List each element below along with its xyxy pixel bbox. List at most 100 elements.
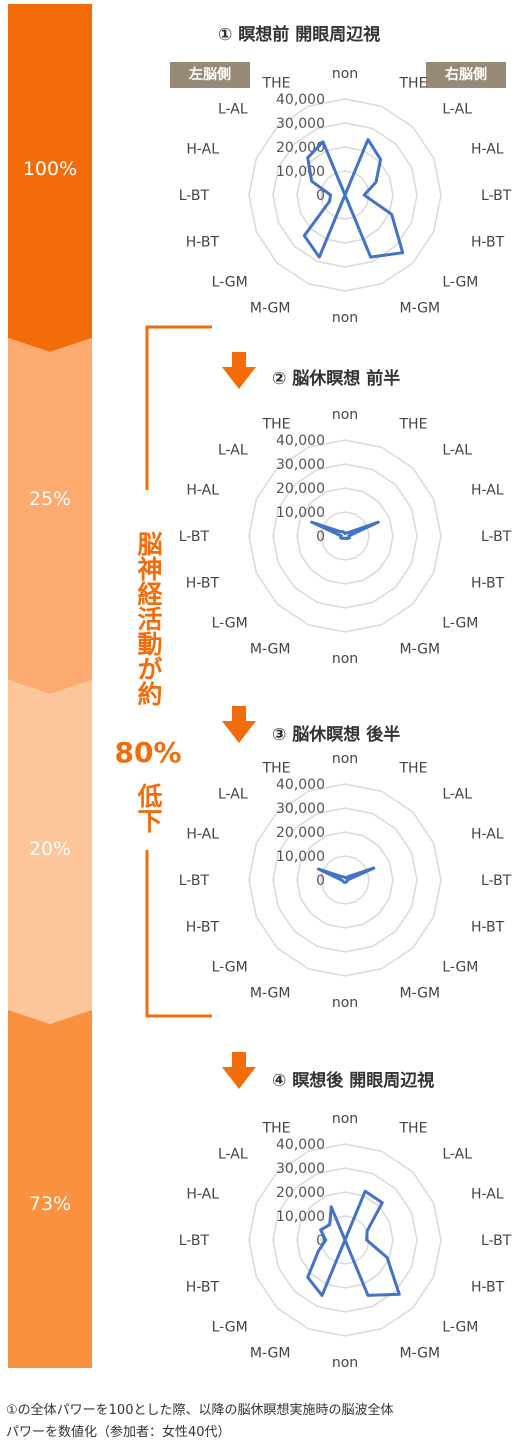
grid-ring-2 xyxy=(320,511,370,561)
axis-label: non xyxy=(332,751,358,767)
axis-label: non xyxy=(332,407,358,423)
column-label-20: 20% xyxy=(28,838,72,860)
axis-label: L-AL xyxy=(218,1147,248,1163)
tick-label: 30,000 xyxy=(276,116,325,132)
column-segment-1 xyxy=(8,4,92,352)
axis-label: M-GM xyxy=(400,1346,441,1362)
axis-label: L-BT xyxy=(179,1233,210,1249)
grid-ring-4 xyxy=(248,1143,442,1337)
axis-label: L-GM xyxy=(442,959,478,975)
grid-ring-2 xyxy=(296,487,394,585)
axis-label: M-GM xyxy=(250,642,291,658)
tick-label: 30,000 xyxy=(276,801,325,817)
axis-label: L-AL xyxy=(442,102,472,118)
axis-label: L-GM xyxy=(212,615,248,631)
tick-label: 30,000 xyxy=(276,1161,325,1177)
tick-label: 40,000 xyxy=(276,777,325,793)
chart-title-1: ① 瞑想前 開眼周辺視 xyxy=(218,25,381,45)
column-segment-3 xyxy=(8,680,92,1024)
axis-label: L-BT xyxy=(179,188,210,204)
axis-label: L-GM xyxy=(442,1319,478,1335)
axis-label: H-BT xyxy=(186,235,220,251)
axis-label: H-BT xyxy=(471,235,505,251)
axis-label: L-GM xyxy=(212,959,248,975)
axis-label: H-AL xyxy=(471,482,504,498)
axis-label: L-GM xyxy=(442,615,478,631)
axis-label: L-BT xyxy=(481,529,512,545)
axis-label: L-GM xyxy=(212,274,248,290)
axis-label: non xyxy=(332,1111,358,1127)
axis-label: M-GM xyxy=(250,986,291,1002)
chart-title-2: ② 脳休瞑想 前半 xyxy=(272,369,401,389)
axis-label: M-GM xyxy=(400,642,441,658)
annotation-line2: 低下 xyxy=(134,783,163,833)
axis-label: L-BT xyxy=(481,1233,512,1249)
column-label-100: 100% xyxy=(22,158,78,180)
caption-line2: パワーを数値化（参加者：女性40代） xyxy=(6,1425,231,1440)
axis-label: THE xyxy=(262,75,291,91)
series-line-3 xyxy=(316,866,376,884)
tick-label: 0 xyxy=(316,873,325,889)
column-label-73: 73% xyxy=(28,1193,72,1215)
axis-label: L-BT xyxy=(179,529,210,545)
tick-label: 30,000 xyxy=(276,457,325,473)
axis-label: THE xyxy=(399,416,428,432)
axis-label: H-BT xyxy=(471,576,505,592)
axis-label: H-BT xyxy=(186,920,220,936)
column-label-25: 25% xyxy=(28,488,72,510)
axis-label: THE xyxy=(399,1120,428,1136)
axis-label: non xyxy=(332,66,358,82)
right-brain-badge: 右脳側 xyxy=(426,62,506,88)
axis-label: non xyxy=(332,310,358,326)
axis-label: L-AL xyxy=(442,787,472,803)
axis-label: H-BT xyxy=(471,920,505,936)
chart-title-4: ④ 瞑想後 開眼周辺視 xyxy=(272,1071,435,1091)
axis-label: THE xyxy=(399,75,428,91)
tick-label: 20,000 xyxy=(276,1185,325,1201)
axis-label: L-AL xyxy=(218,787,248,803)
tick-label: 10,000 xyxy=(276,505,325,521)
axis-label: L-BT xyxy=(481,873,512,889)
axis-label: H-BT xyxy=(186,576,220,592)
tick-label: 20,000 xyxy=(276,481,325,497)
grid-ring-1 xyxy=(296,146,394,244)
axis-label: H-AL xyxy=(186,482,219,498)
grid-ring-2 xyxy=(248,439,442,633)
grid-ring-4 xyxy=(296,1191,394,1289)
axis-label: M-GM xyxy=(400,301,441,317)
tick-label: 10,000 xyxy=(276,1209,325,1225)
grid-ring-3 xyxy=(272,807,418,953)
axis-label: non xyxy=(332,995,358,1011)
tick-label: 0 xyxy=(316,529,325,545)
percentage-column xyxy=(8,4,92,1368)
axis-label: H-AL xyxy=(186,141,219,157)
annotation-line1: 脳神経活動が約 xyxy=(134,530,163,706)
axis-label: H-BT xyxy=(186,1280,220,1296)
axis-label: M-GM xyxy=(400,986,441,1002)
axis-label: H-AL xyxy=(471,826,504,842)
axis-label: L-GM xyxy=(442,274,478,290)
annotation-text: 脳神経活動が約 80% 低下 xyxy=(114,506,181,840)
axis-label: M-GM xyxy=(250,1346,291,1362)
axis-label: H-AL xyxy=(471,141,504,157)
caption-line1: ①の全体パワーを100とした際、以降の脳休瞑想実施時の脳波全体 xyxy=(6,1403,394,1418)
column-segment-2 xyxy=(8,338,92,694)
axis-label: H-BT xyxy=(471,1280,505,1296)
annotation-percent: 80% xyxy=(114,736,182,769)
axis-label: L-AL xyxy=(442,1147,472,1163)
axis-label: L-BT xyxy=(481,188,512,204)
axis-label: M-GM xyxy=(250,301,291,317)
grid-ring-3 xyxy=(296,831,394,929)
tick-label: 40,000 xyxy=(276,433,325,449)
axis-label: L-AL xyxy=(442,443,472,459)
axis-label: L-GM xyxy=(212,1319,248,1335)
chart-title-3: ③ 脳休瞑想 後半 xyxy=(272,725,401,745)
tick-label: 40,000 xyxy=(276,1137,325,1153)
axis-label: THE xyxy=(262,416,291,432)
column-segment-4 xyxy=(8,1010,92,1368)
axis-label: non xyxy=(332,1355,358,1371)
axis-label: non xyxy=(332,651,358,667)
grid-ring-4 xyxy=(272,1167,418,1313)
